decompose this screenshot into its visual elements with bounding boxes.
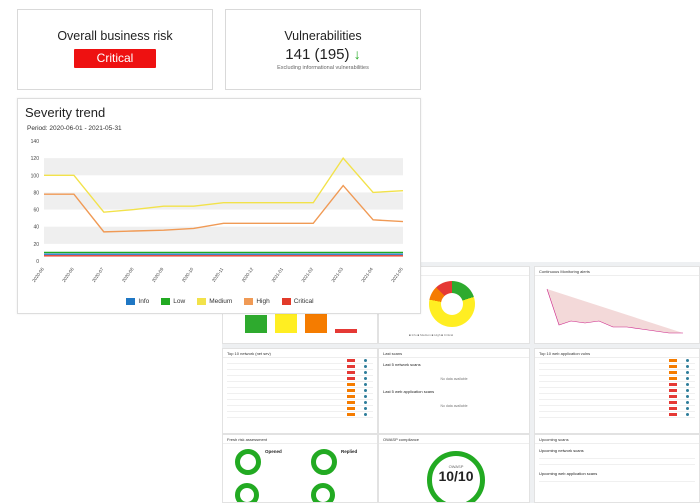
- x-tick-label: 2020-08: [121, 266, 135, 283]
- vulnerabilities-card: Vulnerabilities 141 (195) ↓ Excluding in…: [225, 9, 421, 90]
- legend-item-high[interactable]: High: [244, 298, 270, 305]
- y-tick-label: 120: [31, 156, 40, 162]
- upcoming-scans-panel: Upcoming scans Upcoming network scans Up…: [534, 434, 700, 503]
- legend-swatch: [281, 298, 291, 305]
- overall-risk-title: Overall business risk: [57, 29, 173, 43]
- legend-item-low[interactable]: Low: [161, 298, 185, 305]
- arrow-down-icon: ↓: [353, 46, 361, 62]
- last-scans-panel: Last scans Last 5 network scans No data …: [378, 348, 530, 434]
- x-tick-label: 2020-10: [181, 266, 195, 283]
- legend-swatch: [126, 298, 136, 305]
- severity-trend-title: Severity trend: [25, 105, 106, 120]
- top-network-panel: Top 10 network (net sev): [222, 348, 378, 434]
- legend-label: Info: [138, 298, 150, 305]
- y-tick-label: 40: [33, 225, 39, 231]
- legend-label: Critical: [293, 298, 314, 305]
- owasp-gauge: OWASP 10/10: [427, 451, 485, 502]
- grid-band: [44, 226, 403, 244]
- top-web-panel: Top 10 web application vulns: [534, 348, 700, 434]
- legend-label: Low: [173, 298, 186, 305]
- legend-label: High: [256, 298, 270, 305]
- x-tick-label: 2020-09: [151, 266, 165, 283]
- risk-level-badge: Critical: [74, 49, 156, 68]
- legend-swatch: [244, 298, 254, 305]
- grid-band: [44, 158, 403, 176]
- y-tick-label: 100: [31, 173, 40, 179]
- severity-donut: [429, 281, 475, 327]
- trend-period: Period: 2020-06-01 - 2021-05-31: [27, 125, 122, 132]
- x-tick-label: 2020-12: [241, 266, 255, 283]
- monitoring-chart: [546, 288, 683, 334]
- y-tick-label: 0: [36, 259, 39, 265]
- legend-label: Medium: [209, 298, 233, 305]
- y-tick-label: 60: [33, 208, 39, 214]
- legend-item-medium[interactable]: Medium: [197, 298, 232, 305]
- y-tick-label: 80: [33, 190, 39, 196]
- x-tick-label: 2020-11: [211, 266, 225, 283]
- x-tick-label: 2021-02: [301, 266, 315, 283]
- y-tick-label: 140: [31, 139, 40, 145]
- x-tick-label: 2020-06: [31, 266, 45, 283]
- severity-trend-card: Severity trend Period: 2020-06-01 - 2021…: [17, 98, 421, 314]
- x-tick-label: 2020-06: [61, 266, 75, 283]
- vulnerabilities-note: Excluding informational vulnerabilities: [277, 65, 369, 71]
- legend-item-info[interactable]: Info: [126, 298, 149, 305]
- series-line-medium: [44, 156, 404, 213]
- series-line-high: [44, 184, 404, 233]
- owasp-panel: OWASP compliance OWASP 10/10: [378, 434, 530, 503]
- grid-band: [44, 192, 403, 210]
- vulnerabilities-title: Vulnerabilities: [284, 29, 362, 43]
- monitoring-panel: Continuous Monitoring alerts: [534, 266, 700, 344]
- x-tick-label: 2021-03: [330, 266, 344, 283]
- legend-swatch: [161, 298, 171, 305]
- x-tick-label: 2020-07: [91, 266, 105, 283]
- x-tick-label: 2021-05: [390, 266, 404, 283]
- legend-swatch: [197, 298, 207, 305]
- overall-risk-card: Overall business risk Critical: [17, 9, 213, 90]
- chart-legend: Info Low Medium High Critical: [18, 292, 422, 310]
- vulnerability-count: 141 (195): [285, 46, 350, 63]
- x-tick-label: 2021-04: [360, 266, 374, 283]
- y-tick-label: 20: [33, 242, 39, 248]
- legend-item-critical[interactable]: Critical: [281, 298, 314, 305]
- severity-trend-chart: 0 20 40 60 80 100 120 140 2020-06 2020-06 2020-07 2…: [31, 139, 404, 283]
- fresh-risk-panel: Fresh risk assessment Opened Replied: [222, 434, 378, 503]
- x-tick-label: 2021-01: [271, 266, 285, 283]
